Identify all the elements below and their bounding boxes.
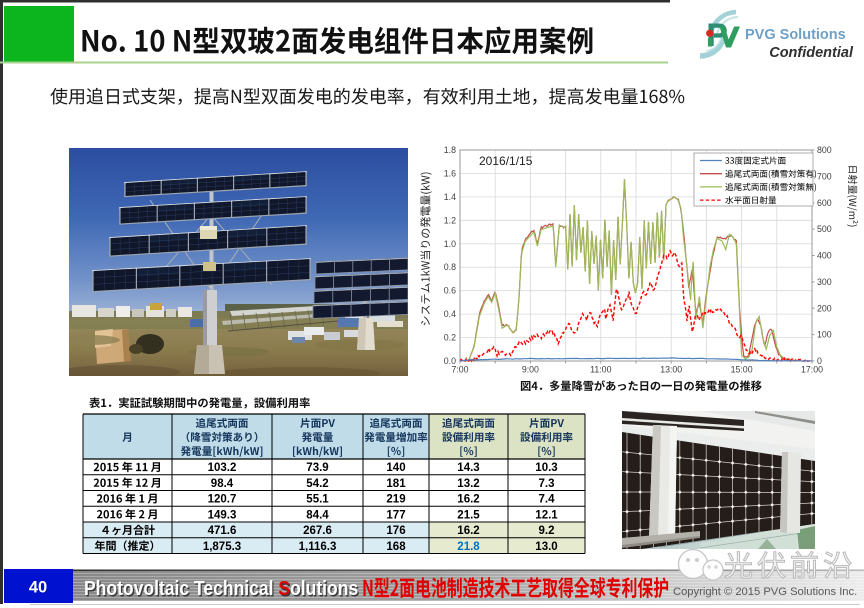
svg-text:55.1: 55.1: [306, 494, 329, 506]
svg-text:471.6: 471.6: [208, 525, 237, 537]
svg-text:Photovoltaic Technical Solutio: Photovoltaic Technical Solutions: [85, 579, 359, 602]
svg-text:Photovoltaic Technical Solutio: Photovoltaic Technical Solutions: [84, 578, 358, 601]
svg-text:98.4: 98.4: [211, 478, 234, 490]
svg-text:7.4: 7.4: [539, 494, 556, 506]
svg-text:1.6: 1.6: [444, 168, 456, 178]
svg-text:1.4: 1.4: [444, 192, 456, 202]
svg-text:600: 600: [817, 198, 832, 208]
svg-text:PVG Solutions: PVG Solutions: [745, 27, 846, 43]
svg-text:2016/1/15: 2016/1/15: [479, 154, 533, 168]
svg-text:54.2: 54.2: [306, 478, 328, 490]
svg-text:1.8: 1.8: [444, 145, 456, 155]
svg-text:181: 181: [386, 478, 406, 490]
svg-text:400: 400: [817, 251, 832, 261]
svg-text:1.2: 1.2: [444, 215, 456, 225]
svg-text:177: 177: [386, 509, 405, 521]
svg-text:12.1: 12.1: [535, 509, 558, 521]
svg-text:16.2: 16.2: [457, 494, 479, 506]
svg-text:73.9: 73.9: [306, 462, 328, 474]
svg-text:13.0: 13.0: [535, 541, 557, 553]
svg-text:140: 140: [386, 462, 405, 474]
svg-text:800: 800: [817, 145, 832, 155]
svg-text:17:00: 17:00: [801, 365, 823, 375]
svg-text:267.6: 267.6: [303, 525, 332, 537]
svg-text:84.4: 84.4: [306, 509, 329, 521]
svg-text:0.4: 0.4: [444, 309, 456, 319]
svg-text:9.2: 9.2: [539, 525, 555, 537]
svg-text:0.8: 0.8: [444, 262, 456, 272]
svg-text:100: 100: [817, 330, 832, 340]
svg-text:500: 500: [817, 224, 832, 234]
svg-text:Confidential: Confidential: [769, 45, 854, 61]
svg-text:0.6: 0.6: [444, 286, 456, 296]
svg-text:14.3: 14.3: [457, 462, 479, 474]
svg-text:13:00: 13:00: [660, 365, 682, 375]
svg-text:0: 0: [817, 356, 822, 366]
svg-text:10.3: 10.3: [535, 462, 557, 474]
svg-text:176: 176: [386, 525, 405, 537]
svg-text:700: 700: [817, 171, 832, 181]
svg-text:168: 168: [386, 541, 406, 553]
svg-text:7:00: 7:00: [451, 365, 468, 375]
svg-text:1,116.3: 1,116.3: [299, 541, 337, 553]
svg-text:13.2: 13.2: [457, 478, 479, 490]
svg-text:Copyright © 2015 PVG Solutions: Copyright © 2015 PVG Solutions Inc.: [673, 586, 857, 598]
svg-text:149.3: 149.3: [208, 509, 237, 521]
svg-text:7.3: 7.3: [539, 478, 555, 490]
svg-text:200: 200: [817, 303, 832, 313]
svg-text:15:00: 15:00: [731, 365, 753, 375]
svg-text:21.5: 21.5: [457, 509, 480, 521]
svg-text:0.2: 0.2: [444, 333, 456, 343]
svg-text:1,875.3: 1,875.3: [203, 541, 241, 553]
svg-text:16.2: 16.2: [457, 525, 479, 537]
svg-text:300: 300: [817, 277, 832, 287]
svg-text:219: 219: [386, 494, 405, 506]
svg-text:0.0: 0.0: [444, 356, 456, 366]
svg-text:9:00: 9:00: [522, 365, 539, 375]
svg-text:1.0: 1.0: [444, 239, 456, 249]
svg-text:40: 40: [29, 579, 47, 597]
svg-text:11:00: 11:00: [590, 365, 611, 375]
svg-text:120.7: 120.7: [208, 494, 237, 506]
svg-text:21.8: 21.8: [457, 541, 480, 553]
svg-text:103.2: 103.2: [208, 462, 237, 474]
